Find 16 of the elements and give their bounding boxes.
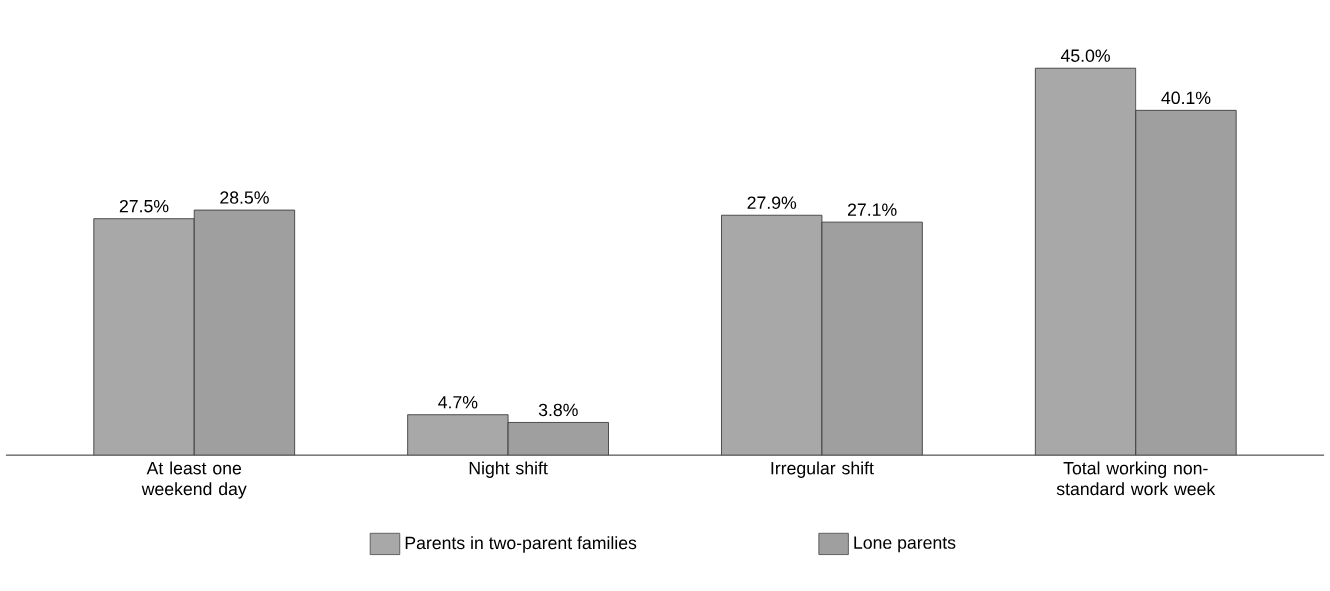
bar	[821, 221, 923, 456]
bar	[507, 422, 609, 456]
data-label: 27.9%	[747, 196, 797, 209]
data-label: 45.0%	[1060, 49, 1110, 62]
x-tick-label: At least one weekend day	[141, 461, 247, 499]
data-label: 27.5%	[119, 199, 169, 213]
legend-label: Lone parents	[854, 536, 956, 553]
data-label: 40.1%	[1161, 91, 1211, 104]
x-tick-label: Total working non-standard work week	[1056, 461, 1216, 496]
x-tick-label: Night shift	[469, 461, 548, 478]
data-label: 27.1%	[847, 203, 897, 216]
data-label: 3.8%	[538, 403, 578, 417]
x-tick-label: Irregular shift	[771, 461, 874, 478]
data-label: 4.7%	[438, 396, 478, 409]
data-label: 28.5%	[220, 191, 269, 204]
legend-label: Parents in two-parent families	[405, 536, 637, 553]
